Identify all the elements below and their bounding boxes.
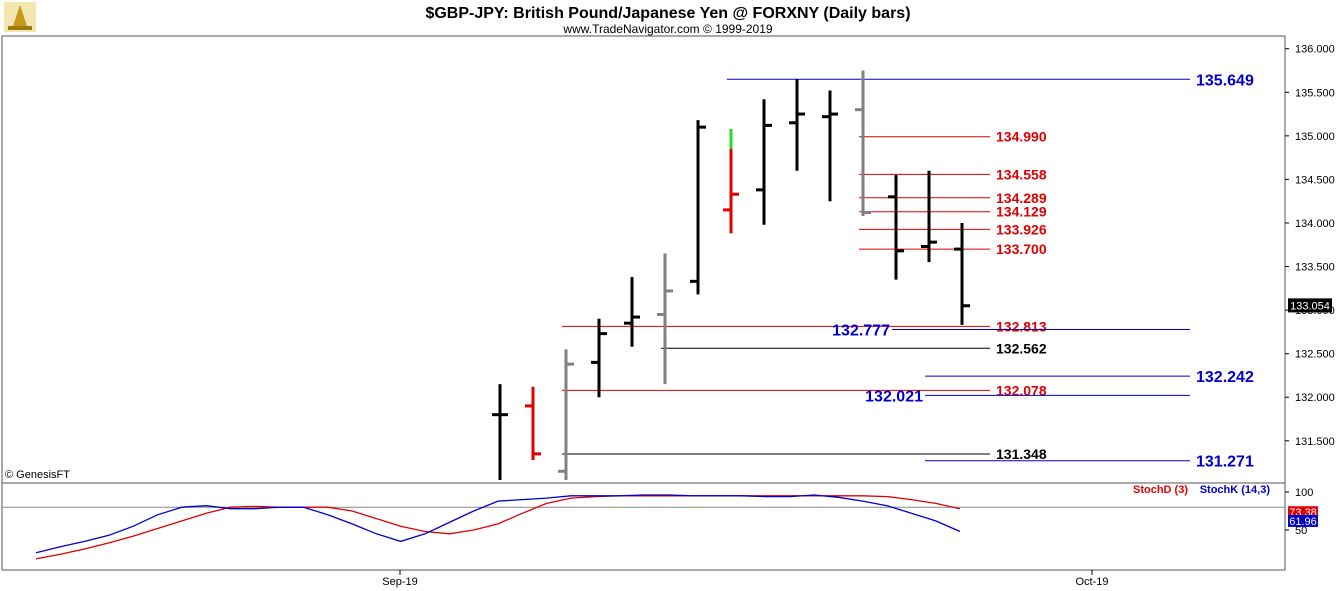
ohlc-bar <box>789 79 805 171</box>
ohlc-bar <box>888 175 904 280</box>
ohlc-bar <box>723 128 739 234</box>
level-label: 132.242 <box>1196 369 1254 386</box>
level-label: 134.990 <box>996 129 1047 145</box>
chart-subtitle: www.TradeNavigator.com © 1999-2019 <box>562 22 772 36</box>
ohlc-bar <box>591 318 607 398</box>
legend-stoch-d: StochD (3) <box>1133 484 1188 496</box>
price-tick-label: 134.000 <box>1295 218 1335 230</box>
ohlc-bar <box>954 222 970 325</box>
price-tick-label: 131.500 <box>1295 436 1335 448</box>
level-label: 134.289 <box>996 190 1047 206</box>
stoch-tick-label: 100 <box>1295 487 1313 499</box>
stoch-k-line <box>35 494 961 554</box>
ohlc-bar <box>690 120 706 295</box>
ohlc-bar <box>756 99 772 225</box>
legend-stoch-k: StochK (14,3) <box>1200 484 1271 496</box>
level-label: 132.021 <box>865 388 923 405</box>
last-price-label: 133.054 <box>1290 300 1330 312</box>
ohlc-bar <box>822 90 838 202</box>
ohlc-bar <box>492 384 508 480</box>
x-axis: Sep-19 Oct-19 <box>382 570 1109 588</box>
level-label: 134.558 <box>996 166 1047 182</box>
stoch-panel-frame <box>1 482 1286 571</box>
price-panel-frame <box>1 35 1286 484</box>
price-tick-label: 135.000 <box>1295 131 1335 143</box>
stoch-d-line <box>35 495 961 560</box>
ohlc-bar <box>921 170 937 263</box>
level-label: 132.777 <box>832 323 890 340</box>
level-label: 132.078 <box>996 382 1047 398</box>
level-label: 133.926 <box>996 221 1047 237</box>
price-tick-label: 135.500 <box>1295 87 1335 99</box>
price-levels: 135.649 134.990 134.558 134.289134.129133.9… <box>562 72 1254 471</box>
price-axis: 131.500132.000132.500133.000133.500134.0… <box>1285 44 1335 448</box>
stoch-tick-label: 50 <box>1295 525 1307 537</box>
price-tick-label: 134.500 <box>1295 174 1335 186</box>
ohlc-bar <box>525 386 541 460</box>
level-label: 131.271 <box>1196 454 1254 471</box>
price-tick-label: 136.000 <box>1295 44 1335 56</box>
ohlc-bar <box>657 253 673 385</box>
last-price-marker: 133.054 <box>1288 298 1332 313</box>
level-label: 134.129 <box>996 204 1047 220</box>
chart-title: $GBP-JPY: British Pound/Japanese Yen @ F… <box>425 5 910 22</box>
ohlc-bars <box>492 70 970 480</box>
x-tick-label: Sep-19 <box>382 576 417 588</box>
last-k-box <box>1288 514 1318 527</box>
ohlc-bar <box>558 349 574 480</box>
last-price-box <box>1288 298 1332 313</box>
level-label: 131.348 <box>996 446 1047 462</box>
x-tick-label: Oct-19 <box>1075 576 1108 588</box>
ohlc-bar <box>855 70 871 216</box>
level-label: 132.813 <box>996 318 1047 334</box>
price-tick-label: 133.500 <box>1295 262 1335 274</box>
ohlc-bar <box>624 276 640 347</box>
watermark: © GenesisFT <box>5 469 70 481</box>
level-label: 135.649 <box>1196 72 1254 89</box>
level-label: 133.700 <box>996 241 1047 257</box>
logo-icon <box>4 2 36 32</box>
level-label: 132.562 <box>996 340 1047 356</box>
price-tick-label: 132.000 <box>1295 392 1335 404</box>
price-tick-label: 132.500 <box>1295 349 1335 361</box>
last-k-label: 61.96 <box>1289 516 1317 528</box>
